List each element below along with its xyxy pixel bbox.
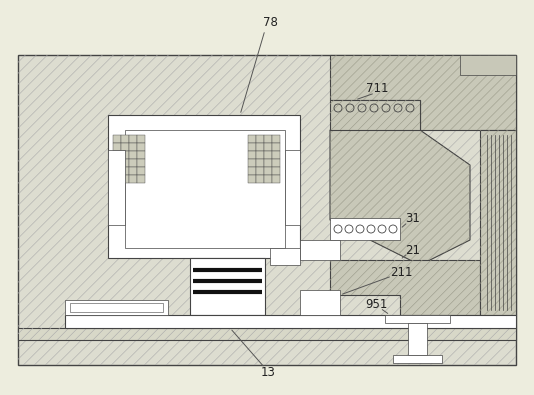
- Polygon shape: [125, 130, 285, 248]
- Text: 711: 711: [366, 81, 389, 94]
- Text: 78: 78: [263, 15, 278, 28]
- Polygon shape: [264, 175, 272, 183]
- Polygon shape: [65, 300, 168, 315]
- Text: 31: 31: [405, 211, 420, 224]
- Polygon shape: [285, 150, 300, 225]
- Polygon shape: [121, 143, 129, 151]
- Polygon shape: [121, 167, 129, 175]
- Polygon shape: [330, 100, 420, 130]
- Polygon shape: [113, 159, 121, 167]
- Polygon shape: [264, 167, 272, 175]
- Polygon shape: [18, 328, 516, 340]
- Polygon shape: [264, 159, 272, 167]
- Polygon shape: [256, 175, 264, 183]
- Polygon shape: [330, 218, 400, 240]
- Text: 21: 21: [405, 243, 420, 256]
- Polygon shape: [129, 175, 137, 183]
- Polygon shape: [190, 258, 265, 315]
- Polygon shape: [137, 175, 145, 183]
- Polygon shape: [108, 150, 125, 225]
- Polygon shape: [65, 315, 516, 328]
- Polygon shape: [300, 240, 340, 260]
- Polygon shape: [408, 323, 427, 355]
- Polygon shape: [272, 167, 280, 175]
- Text: 951: 951: [365, 299, 387, 312]
- Polygon shape: [113, 135, 121, 143]
- Polygon shape: [121, 175, 129, 183]
- Polygon shape: [270, 248, 300, 265]
- Polygon shape: [256, 135, 264, 143]
- Polygon shape: [121, 135, 129, 143]
- Polygon shape: [129, 135, 137, 143]
- Polygon shape: [137, 135, 145, 143]
- Polygon shape: [393, 355, 442, 363]
- Polygon shape: [272, 143, 280, 151]
- Polygon shape: [113, 143, 121, 151]
- Polygon shape: [113, 167, 121, 175]
- Polygon shape: [113, 151, 121, 159]
- Polygon shape: [300, 290, 340, 315]
- Polygon shape: [129, 143, 137, 151]
- Polygon shape: [108, 115, 300, 258]
- Polygon shape: [70, 303, 163, 312]
- Polygon shape: [256, 159, 264, 167]
- Polygon shape: [330, 260, 480, 315]
- Polygon shape: [248, 175, 256, 183]
- Polygon shape: [264, 135, 272, 143]
- Text: 13: 13: [261, 365, 276, 378]
- Polygon shape: [129, 159, 137, 167]
- Polygon shape: [256, 151, 264, 159]
- Polygon shape: [248, 143, 256, 151]
- Polygon shape: [248, 159, 256, 167]
- Polygon shape: [330, 130, 470, 265]
- Polygon shape: [121, 151, 129, 159]
- Polygon shape: [272, 151, 280, 159]
- Polygon shape: [385, 315, 450, 323]
- Polygon shape: [248, 167, 256, 175]
- Polygon shape: [256, 167, 264, 175]
- Polygon shape: [272, 159, 280, 167]
- Polygon shape: [272, 175, 280, 183]
- Polygon shape: [264, 151, 272, 159]
- Polygon shape: [248, 135, 256, 143]
- Polygon shape: [137, 143, 145, 151]
- Polygon shape: [18, 55, 516, 365]
- Polygon shape: [137, 159, 145, 167]
- Polygon shape: [129, 167, 137, 175]
- Polygon shape: [272, 135, 280, 143]
- Polygon shape: [137, 151, 145, 159]
- Polygon shape: [248, 151, 256, 159]
- Polygon shape: [480, 130, 516, 315]
- Polygon shape: [264, 143, 272, 151]
- Polygon shape: [113, 175, 121, 183]
- Text: 211: 211: [390, 265, 412, 278]
- Polygon shape: [129, 151, 137, 159]
- Polygon shape: [121, 159, 129, 167]
- Polygon shape: [137, 167, 145, 175]
- Polygon shape: [330, 55, 516, 130]
- Polygon shape: [256, 143, 264, 151]
- Polygon shape: [460, 55, 516, 75]
